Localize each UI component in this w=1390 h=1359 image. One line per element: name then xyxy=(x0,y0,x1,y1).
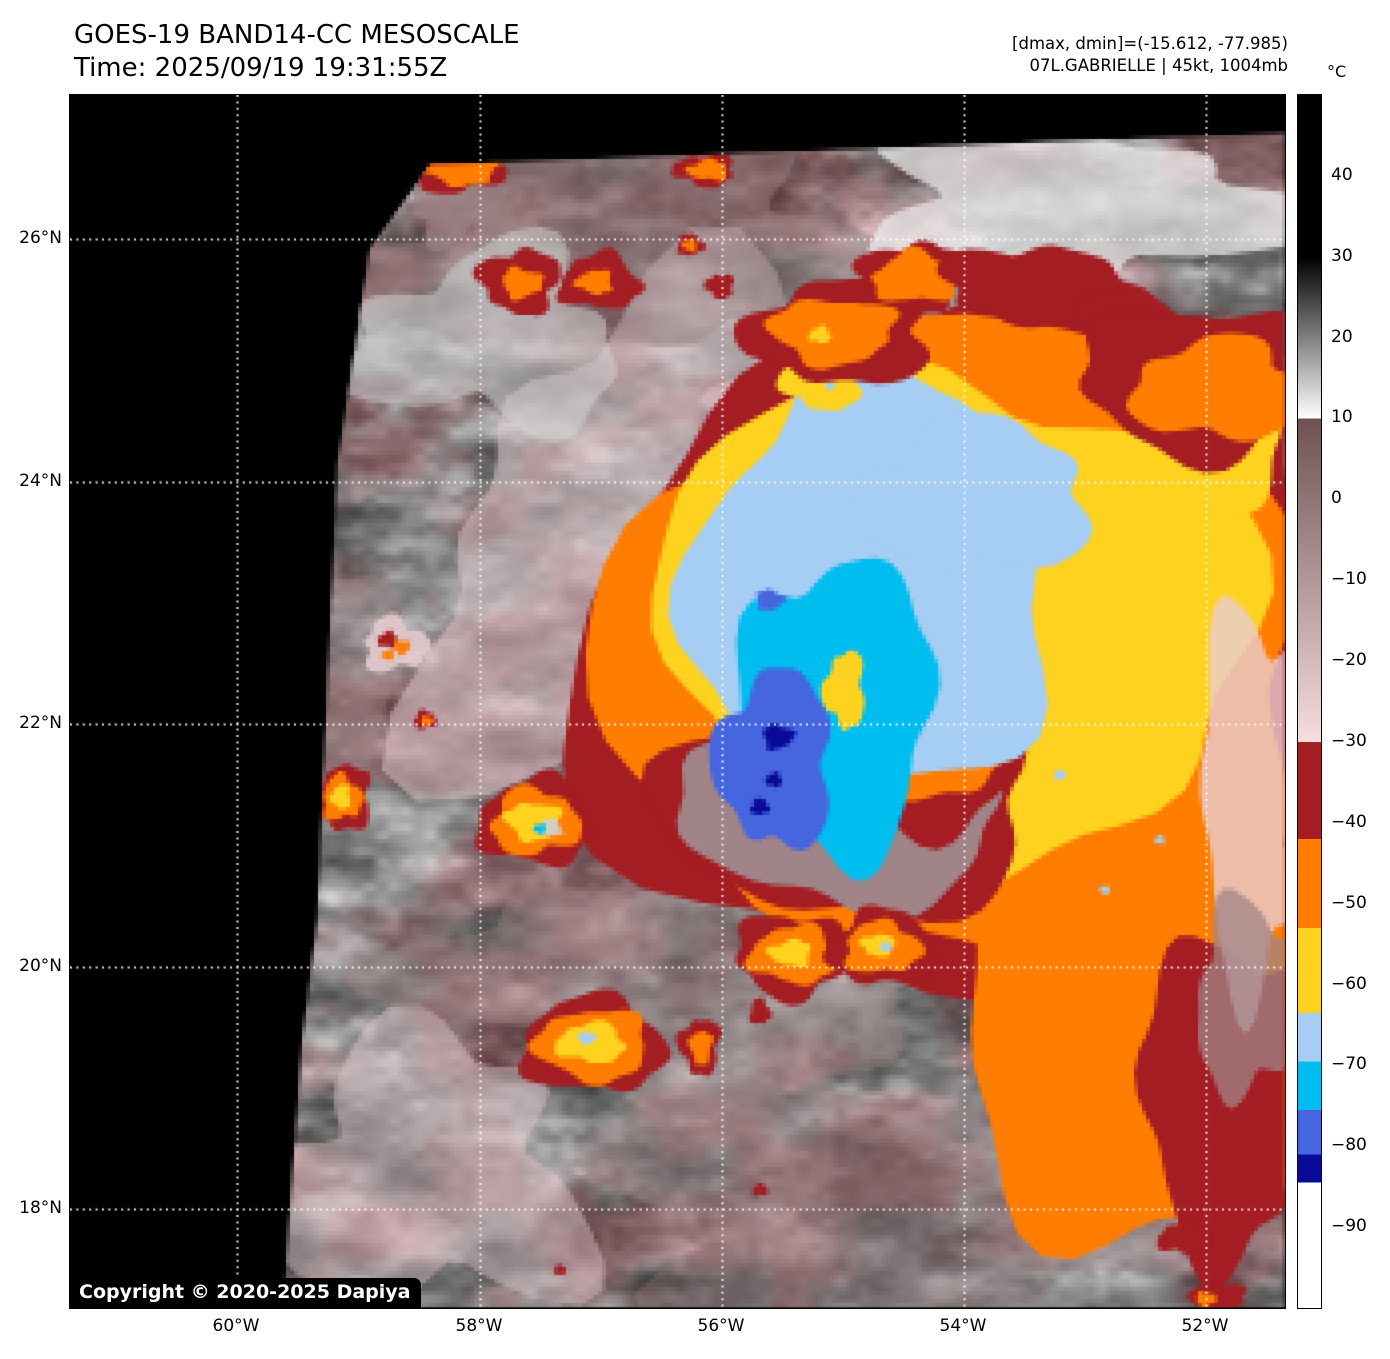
colorbar-tick-label: 20 xyxy=(1331,326,1353,347)
colorbar-tick-label: −50 xyxy=(1331,892,1367,913)
colorbar-tick-label: −20 xyxy=(1331,650,1367,671)
colorbar-tick-label: −70 xyxy=(1331,1054,1367,1075)
colorbar-tick-label: −60 xyxy=(1331,973,1367,994)
dmax-dmin-readout: [dmax, dmin]=(-15.612, -77.985) xyxy=(1012,34,1288,53)
storm-info-readout: 07L.GABRIELLE | 45kt, 1004mb xyxy=(1029,55,1289,75)
colorbar-tick-label: −90 xyxy=(1331,1216,1367,1237)
colorbar-tick-label: 40 xyxy=(1331,164,1353,185)
colorbar-tick-label: −10 xyxy=(1331,569,1367,590)
colorbar-tick-label: 10 xyxy=(1331,407,1353,428)
page-title: GOES-19 BAND14-CC MESOSCALE xyxy=(74,20,520,50)
y-axis-label: 18°N xyxy=(19,1198,62,1218)
x-axis-label: 52°W xyxy=(1181,1316,1229,1336)
y-axis-label: 24°N xyxy=(19,471,62,491)
y-axis-label: 20°N xyxy=(19,956,62,976)
x-axis-label: 58°W xyxy=(455,1316,503,1336)
colorbar-tick-label: −80 xyxy=(1331,1135,1367,1156)
header-right: [dmax, dmin]=(-15.612, -77.985) 07L.GABR… xyxy=(1012,33,1288,76)
colorbar-tick-label: −30 xyxy=(1331,730,1367,751)
satellite-imagery-canvas xyxy=(70,95,1285,1308)
map-plot-area: Copyright © 2020-2025 Dapiya xyxy=(69,94,1286,1309)
y-axis-label: 26°N xyxy=(19,228,62,248)
timestamp: Time: 2025/09/19 19:31:55Z xyxy=(74,53,448,83)
y-axis-label: 22°N xyxy=(19,713,62,733)
colorbar-tick-label: 0 xyxy=(1331,488,1342,509)
temperature-colorbar xyxy=(1297,94,1322,1309)
x-axis-label: 60°W xyxy=(212,1316,260,1336)
colorbar-tick-label: −40 xyxy=(1331,811,1367,832)
colorbar-unit-label: °C xyxy=(1327,62,1347,81)
colorbar-tick-label: 30 xyxy=(1331,245,1353,266)
copyright-badge: Copyright © 2020-2025 Dapiya xyxy=(70,1278,422,1308)
x-axis-label: 56°W xyxy=(697,1316,745,1336)
x-axis-label: 54°W xyxy=(939,1316,987,1336)
